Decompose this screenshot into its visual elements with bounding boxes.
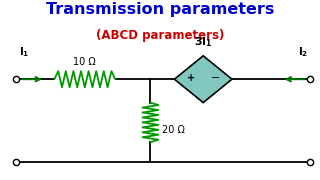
Text: −: −	[211, 73, 220, 83]
Text: 10 Ω: 10 Ω	[73, 57, 96, 67]
Text: 20 Ω: 20 Ω	[162, 125, 184, 135]
Text: (ABCD parameters): (ABCD parameters)	[96, 29, 224, 42]
Text: $\mathbf{3I_1}$: $\mathbf{3I_1}$	[194, 35, 212, 49]
Text: $\mathbf{I_2}$: $\mathbf{I_2}$	[299, 46, 309, 59]
Polygon shape	[174, 56, 232, 103]
Text: $\mathbf{I_1}$: $\mathbf{I_1}$	[19, 46, 30, 59]
Text: +: +	[187, 73, 195, 83]
Text: Transmission parameters: Transmission parameters	[46, 2, 274, 17]
